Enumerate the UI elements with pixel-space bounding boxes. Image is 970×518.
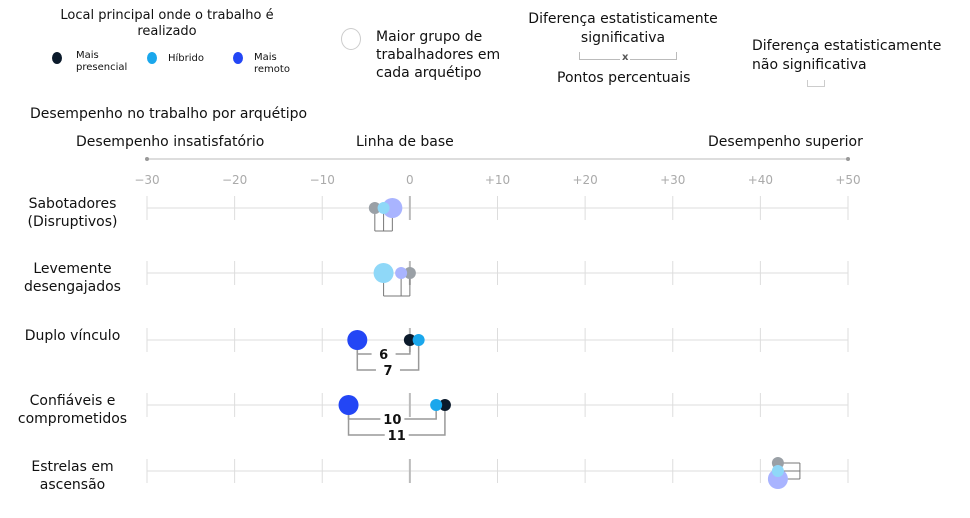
dot-presencial xyxy=(403,267,416,279)
legend-dot-hibrido xyxy=(147,52,157,64)
dot-presencial xyxy=(403,334,416,346)
diff-label: 7 xyxy=(383,364,392,379)
legend-largest-group: Maior grupo de trabalhadores em cada arq… xyxy=(376,29,501,81)
legend-not-significant-bracket-icon xyxy=(807,80,825,87)
row-label: Sabotadores (Disruptivos) xyxy=(27,196,118,230)
diff-label: 10 xyxy=(383,413,401,428)
diff-label: 6 xyxy=(379,348,388,363)
tick-label: 0 xyxy=(406,173,414,187)
axis-arrow-right xyxy=(846,157,850,161)
legend-label-hibrido: Híbrido xyxy=(168,53,205,64)
tick-label: +20 xyxy=(572,173,597,187)
diff-label-bg xyxy=(371,347,396,361)
tick-label: +30 xyxy=(660,173,685,187)
diff-label-bg xyxy=(375,363,400,377)
dot-hibrido xyxy=(430,399,443,411)
axis-arrow-left xyxy=(145,157,149,161)
row-label: Confiáveis e comprometidos xyxy=(17,393,128,427)
dot-remoto xyxy=(395,267,408,279)
legend-points-label: Pontos percentuais xyxy=(557,70,691,86)
dot-hibrido xyxy=(373,263,394,283)
center-label: Linha de base xyxy=(356,134,454,150)
dot-hibrido xyxy=(377,202,390,214)
legend-significant: Diferença estatisticamente significativa xyxy=(528,11,718,46)
right-label: Desempenho superior xyxy=(708,134,863,150)
row-label: Levemente desengajados xyxy=(24,261,121,295)
legend-label-presencial: Mais presencial xyxy=(76,50,128,73)
row-label: Estrelas em ascensão xyxy=(31,459,114,493)
dot-remoto xyxy=(347,330,368,350)
dot-remoto xyxy=(382,198,403,218)
tick-label: +40 xyxy=(748,173,773,187)
tick-label: −10 xyxy=(310,173,335,187)
tick-label: −20 xyxy=(222,173,247,187)
tick-label: +50 xyxy=(835,173,860,187)
legend-not-significant: Diferença estatisticamente não significa… xyxy=(752,38,942,73)
left-label: Desempenho insatisfatório xyxy=(76,134,265,150)
dot-remoto xyxy=(338,395,359,415)
diff-label-bg xyxy=(380,412,405,426)
tick-label: −30 xyxy=(134,173,159,187)
dot-hibrido xyxy=(771,465,784,477)
legend-dot-presencial xyxy=(52,52,62,64)
legend-dot-remoto xyxy=(233,52,243,64)
dot-hibrido xyxy=(412,334,425,346)
legend-label-remoto: Mais remoto xyxy=(254,52,290,75)
chart-title: Desempenho no trabalho por arquétipo xyxy=(30,106,308,122)
legend-largest-circle-icon xyxy=(341,28,361,50)
dot-presencial xyxy=(438,399,451,411)
row-label: Duplo vínculo xyxy=(24,328,121,344)
diff-label: 11 xyxy=(388,429,406,444)
legend-location-title: Local principal onde o trabalho é realiz… xyxy=(60,8,274,39)
legend-significant-symbol: x xyxy=(620,52,631,64)
diff-label-bg xyxy=(384,428,409,442)
dot-presencial xyxy=(368,202,381,214)
tick-label: +10 xyxy=(485,173,510,187)
